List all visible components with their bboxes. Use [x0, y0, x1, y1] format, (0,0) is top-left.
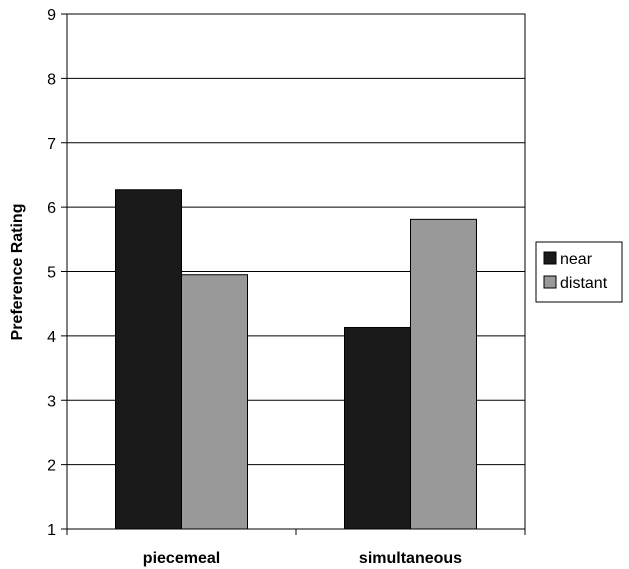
y-axis-ticks: 1 2 3 4 5 6 7 8 9: [47, 7, 67, 539]
bars: [115, 189, 477, 530]
y-tick-label: 5: [47, 265, 56, 282]
y-tick-label: 1: [47, 522, 56, 539]
y-tick-label: 7: [47, 136, 56, 153]
y-tick-label: 4: [47, 329, 56, 346]
y-tick-label: 9: [47, 7, 56, 24]
legend-swatch-near: [543, 251, 557, 265]
x-axis-ticks: piecemeal simultaneous: [66, 529, 526, 567]
y-axis-title: Preference Rating: [9, 204, 26, 341]
bar-near-piecemeal: [115, 189, 182, 530]
legend: near distant: [535, 241, 623, 303]
legend-label-distant: distant: [560, 275, 608, 292]
y-tick-label: 6: [47, 200, 56, 217]
bar-distant-piecemeal: [181, 274, 248, 530]
y-tick-label: 8: [47, 71, 56, 88]
x-category-label: simultaneous: [359, 550, 462, 567]
legend-label-near: near: [560, 251, 593, 268]
y-tick-label: 3: [47, 393, 56, 410]
bar-distant-simultaneous: [410, 218, 477, 530]
x-category-label: piecemeal: [143, 550, 220, 567]
y-tick-label: 2: [47, 458, 56, 475]
bar-near-simultaneous: [344, 327, 411, 530]
legend-swatch-distant: [543, 275, 557, 289]
